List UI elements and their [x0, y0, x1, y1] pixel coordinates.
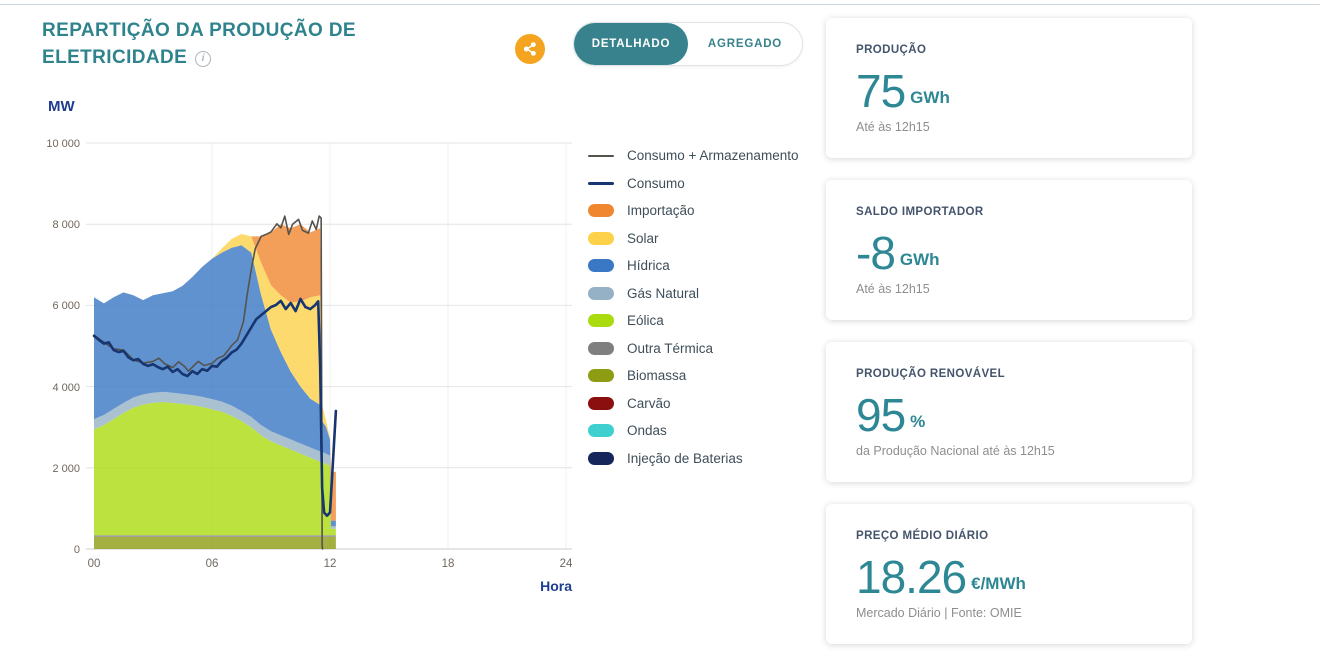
x-tick-18: 18 — [442, 558, 455, 570]
legend-label: Consumo + Armazenamento — [627, 148, 799, 163]
page-title-line2: ELETRICIDADE — [42, 46, 188, 68]
production-chart[interactable]: 10 000 8 000 6 000 4 000 2 000 0 00 06 1… — [40, 133, 585, 598]
card-value: -8 — [856, 227, 896, 279]
card-unit: GWh — [910, 88, 950, 107]
card-subtitle: Até às 12h15 — [856, 282, 930, 296]
pill-swatch-icon — [588, 259, 614, 272]
legend-item-consumo-armazenamento[interactable]: Consumo + Armazenamento — [588, 147, 798, 164]
share-icon — [523, 42, 536, 56]
y-axis-unit-label: MW — [48, 98, 75, 115]
y-axis-tick-labels: 10 000 8 000 6 000 4 000 2 000 0 — [46, 138, 80, 556]
legend-item-outra-termica[interactable]: Outra Térmica — [588, 340, 798, 357]
area-Eólica — [94, 402, 336, 536]
card-value: 95 — [856, 389, 906, 441]
legend-item-ondas[interactable]: Ondas — [588, 422, 798, 439]
toggle-agregado-button[interactable]: AGREGADO — [688, 23, 802, 65]
card-subtitle: da Produção Nacional até às 12h15 — [856, 444, 1055, 458]
legend-label: Ondas — [627, 423, 667, 438]
card-value: 18.26 — [856, 551, 967, 603]
card-value: 75 — [856, 65, 906, 117]
card-unit: €/MWh — [971, 574, 1026, 593]
legend-label: Importação — [627, 203, 695, 218]
page-title: REPARTIÇÃO DA PRODUÇÃO DE ELETRICIDADE i — [42, 18, 472, 71]
y-tick-0: 0 — [74, 544, 80, 556]
legend-label: Gás Natural — [627, 285, 700, 301]
chart-legend: Consumo + Armazenamento Consumo Importaç… — [588, 147, 798, 477]
card-title: PRODUÇÃO RENOVÁVEL — [856, 368, 1006, 380]
legend-label: Consumo — [627, 175, 685, 191]
pill-swatch-icon — [588, 286, 614, 300]
card-subtitle: Mercado Diário | Fonte: OMIE — [856, 606, 1022, 620]
share-button[interactable] — [515, 34, 545, 64]
card-preco-medio-diario: PREÇO MÉDIO DIÁRIO 18.26 €/MWh Mercado D… — [826, 504, 1192, 644]
stat-cards: PRODUÇÃO 75 GWh Até às 12h15 SALDO IMPOR… — [826, 18, 1192, 644]
card-title: PRODUÇÃO — [856, 44, 927, 56]
area-Importação — [94, 224, 336, 521]
legend-item-injecao-baterias[interactable]: Injeção de Baterias — [588, 450, 798, 467]
card-unit: GWh — [899, 250, 940, 269]
page-title-line1: REPARTIÇÃO DA PRODUÇÃO DE — [42, 20, 357, 41]
pill-swatch-icon — [588, 451, 614, 465]
pill-swatch-icon — [588, 424, 614, 437]
area-Biomassa — [94, 536, 336, 549]
chart-stacked-areas[interactable] — [94, 224, 336, 549]
card-subtitle: Até às 12h15 — [856, 120, 930, 134]
x-tick-00: 00 — [88, 558, 101, 570]
pill-swatch-icon — [588, 369, 614, 382]
line-swatch-icon — [588, 181, 614, 185]
x-tick-12: 12 — [324, 558, 337, 570]
x-axis-label: Hora — [540, 578, 572, 594]
info-icon[interactable]: i — [195, 50, 212, 67]
legend-item-gas-natural[interactable]: Gás Natural — [588, 285, 798, 302]
legend-label: Biomassa — [627, 368, 687, 383]
pill-swatch-icon — [588, 204, 614, 217]
legend-label: Injeção de Baterias — [627, 450, 743, 466]
pill-swatch-icon — [588, 231, 614, 245]
legend-item-biomassa[interactable]: Biomassa — [588, 367, 798, 384]
area-Outra Térmica — [94, 535, 336, 537]
card-saldo-importador: SALDO IMPORTADOR -8 GWh Até às 12h15 — [826, 180, 1192, 320]
card-unit: % — [910, 412, 926, 431]
x-tick-24: 24 — [560, 558, 573, 570]
pill-swatch-icon — [588, 314, 614, 327]
legend-item-consumo[interactable]: Consumo — [588, 175, 798, 192]
line-swatch-icon — [588, 154, 614, 157]
legend-item-hidrica[interactable]: Hídrica — [588, 257, 798, 274]
y-tick-4000: 4 000 — [52, 382, 80, 394]
card-producao: PRODUÇÃO 75 GWh Até às 12h15 — [826, 18, 1192, 158]
line-Consumo — [92, 297, 338, 518]
legend-item-carvao[interactable]: Carvão — [588, 395, 798, 412]
toggle-detalhado-button[interactable]: DETALHADO — [574, 23, 688, 65]
legend-item-importacao[interactable]: Importação — [588, 202, 798, 219]
legend-label: Outra Térmica — [627, 340, 714, 356]
x-tick-06: 06 — [206, 558, 219, 570]
legend-label: Hídrica — [627, 258, 670, 273]
card-producao-renovavel: PRODUÇÃO RENOVÁVEL 95 % da Produção Naci… — [826, 342, 1192, 482]
legend-label: Eólica — [627, 313, 664, 328]
top-divider — [0, 4, 1320, 5]
pill-swatch-icon — [588, 396, 614, 410]
y-tick-2000: 2 000 — [52, 463, 80, 475]
view-toggle[interactable]: DETALHADO AGREGADO — [573, 22, 803, 66]
card-title: SALDO IMPORTADOR — [856, 206, 984, 218]
line-Consumo + Armazenamento — [93, 215, 324, 550]
chart-lines — [92, 215, 338, 550]
area-Hídrica — [94, 245, 336, 527]
legend-item-eolica[interactable]: Eólica — [588, 312, 798, 329]
y-tick-6000: 6 000 — [52, 300, 80, 312]
y-tick-8000: 8 000 — [52, 219, 80, 231]
pill-swatch-icon — [588, 341, 614, 355]
card-title: PREÇO MÉDIO DIÁRIO — [856, 530, 989, 542]
legend-label: Solar — [627, 230, 659, 246]
x-axis-tick-labels: 00 06 12 18 24 — [88, 558, 573, 570]
legend-label: Carvão — [627, 395, 671, 411]
y-tick-10000: 10 000 — [46, 138, 80, 150]
legend-item-solar[interactable]: Solar — [588, 230, 798, 247]
